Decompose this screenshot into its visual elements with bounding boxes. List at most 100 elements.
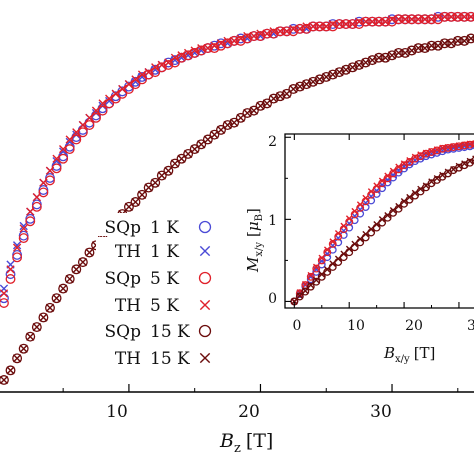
legend-series-name: TH [115, 349, 141, 369]
main-plot-markers [0, 11, 474, 385]
main-data-point [427, 15, 436, 24]
legend-circle-marker [198, 324, 212, 338]
main-data-point [189, 144, 200, 155]
inset-data-point [373, 220, 380, 228]
inset-data-point [367, 193, 375, 200]
inset-data-point [373, 187, 380, 194]
main-data-point [71, 134, 82, 145]
main-data-point [19, 224, 28, 233]
main-data-point [314, 21, 325, 32]
main-data-point [25, 216, 36, 227]
main-data-point [236, 113, 245, 122]
main-data-point [440, 39, 449, 48]
main-data-point [58, 284, 68, 293]
main-data-point [151, 63, 160, 72]
main-data-point [183, 48, 193, 58]
main-data-point [374, 17, 384, 26]
inset-data-point [356, 235, 364, 243]
inset-data-point [340, 250, 348, 258]
main-data-point [45, 302, 55, 313]
inset-data-point [340, 222, 348, 230]
inset-y-axis-symbol: M [244, 256, 262, 273]
main-data-point [77, 257, 88, 268]
main-data-point [354, 60, 364, 70]
main-data-point [235, 112, 246, 123]
main-data-point [413, 14, 424, 25]
inset-data-point [362, 194, 369, 202]
main-data-point [58, 144, 68, 154]
main-data-point [368, 17, 377, 26]
inset-data-point [329, 260, 337, 267]
inset-frame [284, 133, 474, 309]
inset-data-point [307, 281, 315, 289]
inset-data-point [411, 153, 419, 161]
main-data-point [453, 12, 462, 21]
main-data-point [157, 171, 166, 180]
legend-row-background [96, 237, 220, 260]
inset-data-point [295, 292, 304, 301]
main-data-point [394, 15, 403, 24]
main-data-point [183, 148, 194, 159]
inset-x-axis-subscript: x/y [395, 354, 410, 365]
main-data-point [163, 59, 174, 70]
main-data-point [381, 17, 390, 26]
main-data-point [322, 22, 331, 31]
inset-x-tick-label: 10 [347, 318, 365, 334]
inset-data-point [351, 207, 358, 215]
main-data-point [137, 190, 147, 199]
inset-x-axis-label: Bx/y [T] [383, 344, 435, 365]
legend-circle-marker [198, 220, 212, 234]
main-data-point [322, 72, 331, 82]
legend-cross-marker [199, 352, 211, 364]
main-data-point [39, 178, 48, 187]
main-data-point [394, 48, 403, 58]
inset-data-point [367, 188, 375, 195]
main-data-point [131, 75, 140, 84]
main-data-point [71, 264, 82, 275]
main-data-point [387, 51, 397, 60]
inset-y-axis-unit-open: [ [244, 231, 262, 237]
main-data-point [45, 166, 55, 175]
main-data-point [51, 293, 62, 304]
inset-data-point [455, 142, 463, 149]
main-data-point [0, 298, 9, 308]
main-data-point [334, 19, 345, 29]
main-data-point [26, 332, 35, 341]
main-data-point [308, 21, 319, 32]
main-data-point [78, 257, 88, 267]
legend-series-name: SQp [105, 322, 142, 342]
main-data-point [420, 43, 430, 53]
inset-data-point [417, 151, 424, 158]
main-data-point [275, 26, 286, 37]
inset-data-point [345, 245, 353, 253]
main-data-point [143, 182, 154, 193]
main-data-point [177, 154, 186, 163]
inset-data-point [312, 277, 321, 286]
main-x-tick-label: 10 [106, 402, 128, 422]
main-data-point [433, 12, 443, 21]
inset-x-tick-label: 3 [467, 318, 474, 334]
main-data-point [256, 101, 265, 110]
main-data-point [170, 53, 180, 62]
inset-data-point [411, 189, 419, 197]
inset-data-point [323, 246, 331, 254]
main-data-point [223, 36, 232, 46]
main-data-point [190, 144, 199, 154]
legend-cross-marker [199, 245, 211, 257]
main-data-point [453, 36, 462, 46]
main-data-point [401, 15, 410, 24]
main-x-axis-subscript: z [234, 441, 241, 456]
main-data-point [262, 29, 272, 38]
main-data-point [308, 77, 318, 86]
legend-temperature: 5 K [150, 269, 179, 289]
inset-data-point [312, 264, 321, 273]
main-data-point [157, 60, 166, 70]
inset-data-point [362, 230, 369, 238]
inset-data-point [307, 273, 315, 281]
main-data-point [118, 84, 127, 94]
main-data-point [52, 154, 61, 163]
inset-data-point [444, 168, 452, 176]
inset-y-axis-label: Mx/y [μB] [244, 208, 265, 273]
main-data-point [216, 40, 226, 51]
main-data-point [466, 12, 474, 21]
